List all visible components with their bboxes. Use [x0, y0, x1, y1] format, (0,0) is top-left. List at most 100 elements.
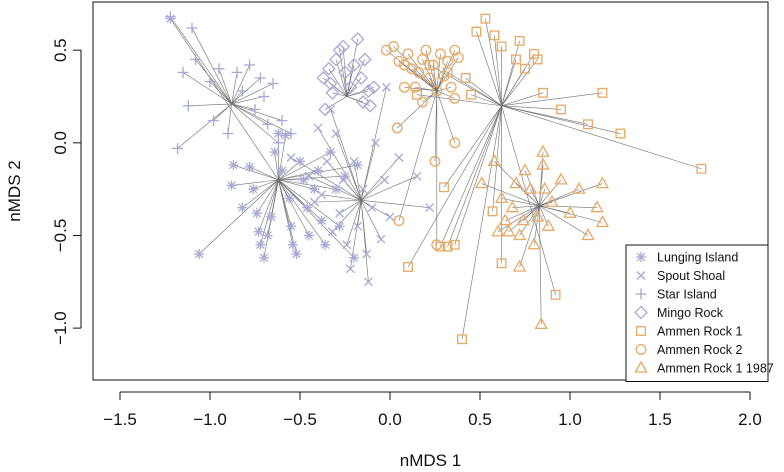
spider-line [278, 179, 337, 190]
data-point [518, 163, 532, 176]
data-point [269, 147, 280, 158]
data-point [298, 174, 309, 185]
data-point [413, 66, 425, 78]
legend-marker [636, 326, 646, 336]
data-point [322, 156, 332, 166]
spider-line [233, 164, 279, 181]
data-point [331, 184, 341, 195]
data-point [572, 181, 586, 194]
spider-line [361, 199, 430, 208]
x-axis-label: nMDS 1 [400, 451, 461, 470]
spider-line [278, 179, 310, 236]
legend-marker [635, 288, 647, 300]
legend-marker [636, 252, 646, 262]
spider-line [339, 200, 362, 214]
data-point [266, 211, 277, 222]
data-point [442, 55, 454, 67]
data-point [316, 215, 327, 226]
spider-line [539, 205, 542, 325]
data-point [361, 84, 376, 98]
x-axis: −1.5 −1.0 −0.5 0.0 0.5 1.0 1.5 2.0 [103, 391, 762, 429]
data-point [442, 241, 453, 252]
spider-line [253, 179, 279, 190]
data-point [496, 258, 507, 269]
data-point [538, 87, 548, 98]
spider-line [231, 103, 279, 144]
spider-line [335, 133, 362, 201]
data-point [309, 184, 320, 195]
spider-line [539, 188, 580, 207]
data-point [402, 48, 414, 60]
spider-line [270, 179, 279, 217]
data-point [340, 171, 350, 182]
spider-line [530, 189, 540, 206]
data-point [554, 172, 568, 185]
y-tick-label: −0.5 [51, 219, 70, 253]
spider-line [501, 105, 556, 295]
data-point [523, 181, 538, 194]
data-point [475, 176, 489, 189]
spider-line [436, 86, 452, 92]
legend-marker [635, 344, 647, 355]
spider-line [501, 59, 538, 106]
y-axis: −1.0 −0.5 0.0 0.5 [51, 38, 82, 345]
data-point [276, 115, 288, 127]
spider-line [278, 179, 326, 245]
data-point [371, 138, 381, 148]
spider-line [539, 189, 546, 206]
spider-line [443, 105, 502, 188]
spider-line [314, 199, 362, 203]
data-point [334, 221, 345, 232]
data-point [254, 72, 266, 84]
data-point [313, 165, 323, 176]
data-point [489, 30, 500, 41]
spider-line [182, 72, 232, 105]
data-point [273, 128, 284, 139]
spider-line [249, 166, 279, 181]
data-point [529, 48, 539, 59]
data-point [304, 171, 314, 181]
spider-line [231, 96, 265, 105]
data-point [172, 142, 184, 154]
data-point [190, 53, 202, 65]
data-point [228, 160, 239, 171]
data-point [208, 115, 220, 127]
data-point [325, 85, 340, 100]
legend-marker [636, 271, 646, 280]
data-point [327, 227, 337, 237]
spider-line [209, 81, 232, 105]
legend-label: Ammen Rock 2 [657, 343, 742, 357]
spider-line [218, 68, 232, 105]
data-point [466, 89, 476, 100]
data-point [398, 81, 410, 93]
legend-box [625, 244, 769, 382]
data-point [249, 103, 261, 115]
data-point [248, 184, 259, 195]
data-point [438, 70, 450, 82]
data-point [595, 215, 610, 228]
spider-line [519, 205, 540, 236]
data-point [536, 144, 550, 157]
spider-line [242, 179, 279, 208]
spider-line [436, 53, 441, 91]
y-tick-label: 0.5 [51, 38, 70, 62]
data-point [213, 63, 225, 75]
data-point [595, 176, 610, 189]
data-point [498, 213, 512, 226]
spider-line [231, 64, 250, 105]
spider-line [501, 40, 520, 106]
spider-line [256, 179, 279, 214]
data-point [424, 72, 436, 84]
data-point [286, 221, 296, 232]
spider-line [501, 105, 702, 170]
data-point [362, 249, 372, 259]
data-point [516, 213, 530, 226]
spider-line [519, 205, 540, 268]
spider-line [411, 68, 437, 92]
data-point [696, 163, 707, 174]
data-point [538, 181, 552, 194]
spider-line [404, 64, 437, 92]
spider-line [357, 200, 362, 227]
data-point [366, 80, 381, 95]
data-point [349, 156, 359, 166]
